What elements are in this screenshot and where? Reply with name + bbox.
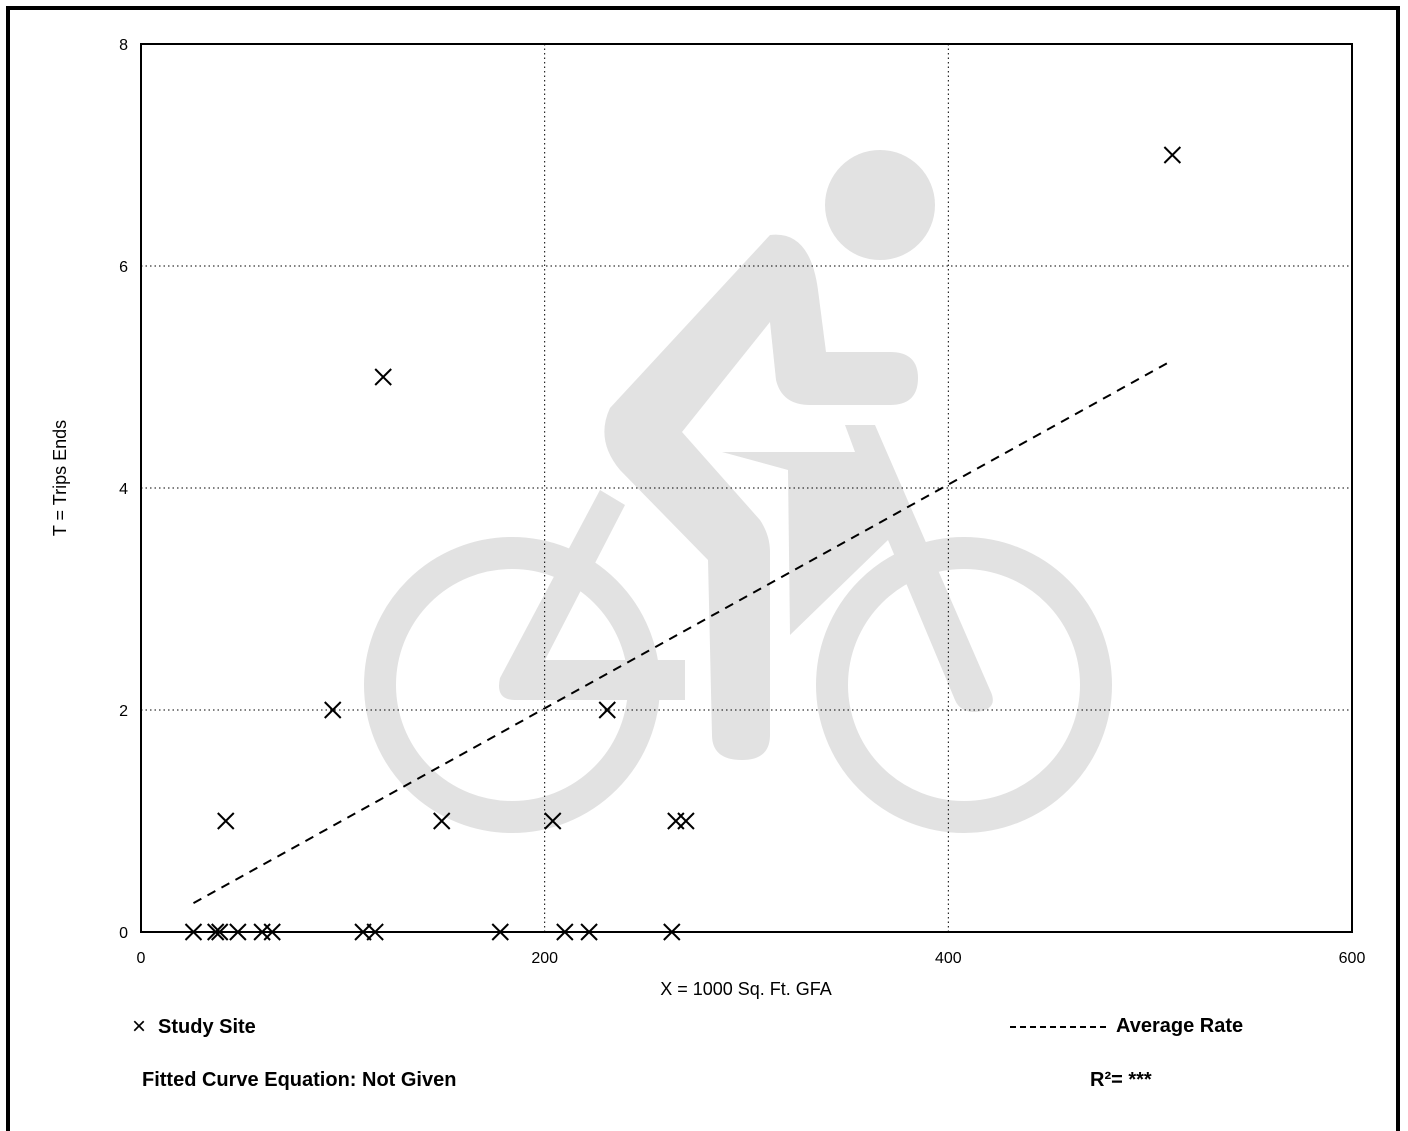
y-tick-label: 8: [119, 37, 128, 54]
grid-lines: [141, 44, 1352, 932]
study-site-point: [491, 923, 509, 941]
x-marker-icon: ×: [132, 1013, 147, 1040]
legend-average-rate: Average Rate: [1010, 1015, 1243, 1038]
bicycle-rider-icon: [364, 150, 1112, 833]
x-tick-label: 200: [531, 950, 558, 967]
y-tick-label: 2: [119, 703, 128, 720]
x-tick-label: 0: [137, 950, 146, 967]
y-tick-label: 0: [119, 925, 128, 942]
y-tick-label: 4: [119, 481, 128, 498]
study-site-point: [354, 923, 372, 941]
study-site-point: [598, 701, 616, 719]
study-site-point: [580, 923, 598, 941]
study-site-point: [1163, 146, 1182, 164]
study-site-point: [263, 923, 281, 941]
study-site-points: [184, 146, 1182, 941]
study-site-point: [206, 923, 225, 941]
average-rate-line: [192, 359, 1173, 905]
study-site-point: [663, 923, 681, 941]
x-tick-label: 400: [935, 950, 962, 967]
study-site-point: [544, 812, 562, 830]
average-rate-line-segment: [192, 359, 1173, 905]
y-axis-label: T = Trips Ends: [50, 420, 70, 536]
study-site-point: [556, 923, 574, 941]
study-site-point: [324, 701, 342, 719]
r-squared-value: R²= ***: [1090, 1069, 1152, 1091]
dashed-line-icon: [1010, 1025, 1106, 1028]
plot-area: [140, 43, 1353, 933]
legend-average-rate-label: Average Rate: [1116, 1015, 1244, 1037]
x-tick-label: 600: [1339, 950, 1366, 967]
legend-study-site-label: Study Site: [158, 1015, 256, 1038]
study-site-point: [211, 923, 229, 941]
chart-frame: [6, 6, 1400, 1131]
legend-study-site: × Study Site: [132, 1015, 256, 1039]
study-site-point: [433, 812, 451, 830]
x-tick-labels: 0 200 400 600: [137, 950, 1366, 967]
study-site-point: [229, 923, 247, 941]
study-site-point: [366, 923, 384, 941]
y-tick-labels: 0 2 4 6 8: [119, 37, 128, 942]
y-tick-label: 6: [119, 259, 128, 276]
study-site-point: [184, 923, 203, 941]
fitted-curve-equation: Fitted Curve Equation: Not Given: [142, 1069, 457, 1091]
study-site-point: [374, 368, 392, 386]
study-site-point: [677, 812, 695, 830]
x-axis-label: X = 1000 Sq. Ft. GFA: [660, 979, 832, 999]
study-site-point: [217, 812, 235, 830]
